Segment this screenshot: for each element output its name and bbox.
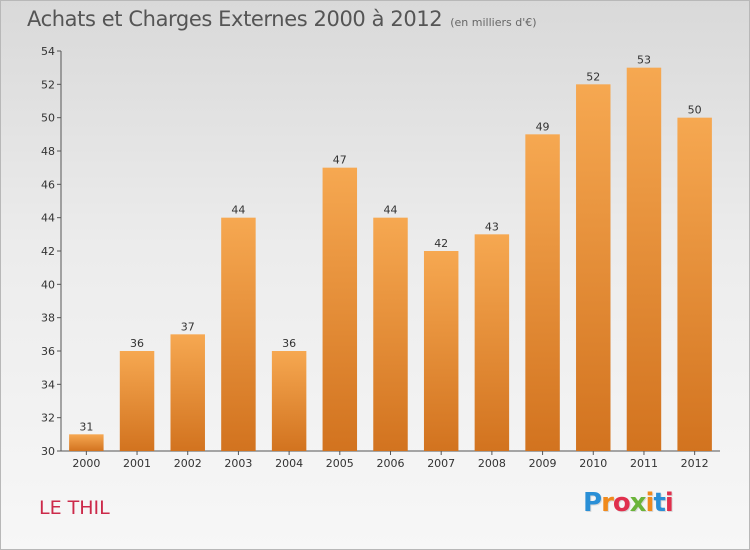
- bar: [271, 351, 307, 451]
- y-tick-label: 46: [41, 178, 55, 191]
- bar-value-label: 50: [688, 104, 702, 117]
- bar-value-label: 49: [536, 120, 550, 133]
- bar-value-label: 47: [333, 154, 347, 167]
- bar: [525, 134, 560, 452]
- x-tick-label: 2005: [326, 457, 354, 470]
- bar: [576, 84, 611, 451]
- bar: [423, 251, 459, 451]
- x-tick-label: 2012: [681, 457, 709, 470]
- bar-value-label: 44: [384, 204, 398, 217]
- chart-title-text: Achats et Charges Externes 2000 à 2012: [27, 7, 443, 31]
- x-tick-label: 2001: [123, 457, 151, 470]
- place-name: LE THIL: [39, 497, 110, 519]
- y-tick-label: 36: [41, 345, 55, 358]
- bar-value-label: 52: [586, 70, 600, 83]
- bar-value-label: 31: [79, 420, 93, 433]
- x-tick-label: 2007: [427, 457, 455, 470]
- y-tick-label: 42: [41, 245, 55, 258]
- bar-value-label: 36: [130, 337, 144, 350]
- bar: [119, 351, 155, 451]
- bar-value-label: 53: [637, 54, 651, 67]
- proxiti-logo[interactable]: Proxiti: [583, 488, 674, 518]
- x-tick-label: 2000: [72, 457, 100, 470]
- y-tick-label: 32: [41, 412, 55, 425]
- bar: [170, 334, 205, 451]
- x-tick-label: 2006: [377, 457, 405, 470]
- bar: [69, 434, 104, 451]
- bar: [221, 217, 256, 451]
- x-tick-label: 2008: [478, 457, 506, 470]
- bar-value-label: 42: [434, 237, 448, 250]
- y-tick-label: 54: [41, 45, 55, 58]
- bar: [373, 217, 408, 451]
- y-tick-label: 48: [41, 145, 55, 158]
- y-tick-label: 30: [41, 445, 55, 458]
- y-tick-label: 50: [41, 112, 55, 125]
- bar-value-label: 43: [485, 220, 499, 233]
- y-tick-label: 52: [41, 78, 55, 91]
- x-tick-label: 2010: [579, 457, 607, 470]
- x-tick-label: 2003: [224, 457, 252, 470]
- bar-value-label: 44: [231, 204, 245, 217]
- bar-value-label: 37: [181, 320, 195, 333]
- x-tick-label: 2009: [529, 457, 557, 470]
- y-tick-label: 40: [41, 278, 55, 291]
- chart-subtitle: (en milliers d'€): [450, 16, 537, 29]
- bar: [474, 234, 510, 451]
- bar: [322, 167, 358, 451]
- y-tick-label: 44: [41, 212, 55, 225]
- bar-value-label: 36: [282, 337, 296, 350]
- x-tick-label: 2004: [275, 457, 303, 470]
- y-tick-label: 38: [41, 312, 55, 325]
- x-tick-label: 2011: [630, 457, 658, 470]
- chart-title: Achats et Charges Externes 2000 à 2012 (e…: [27, 7, 537, 31]
- bar: [677, 117, 712, 452]
- x-tick-label: 2002: [174, 457, 202, 470]
- y-tick-label: 34: [41, 378, 55, 391]
- bar: [626, 67, 662, 452]
